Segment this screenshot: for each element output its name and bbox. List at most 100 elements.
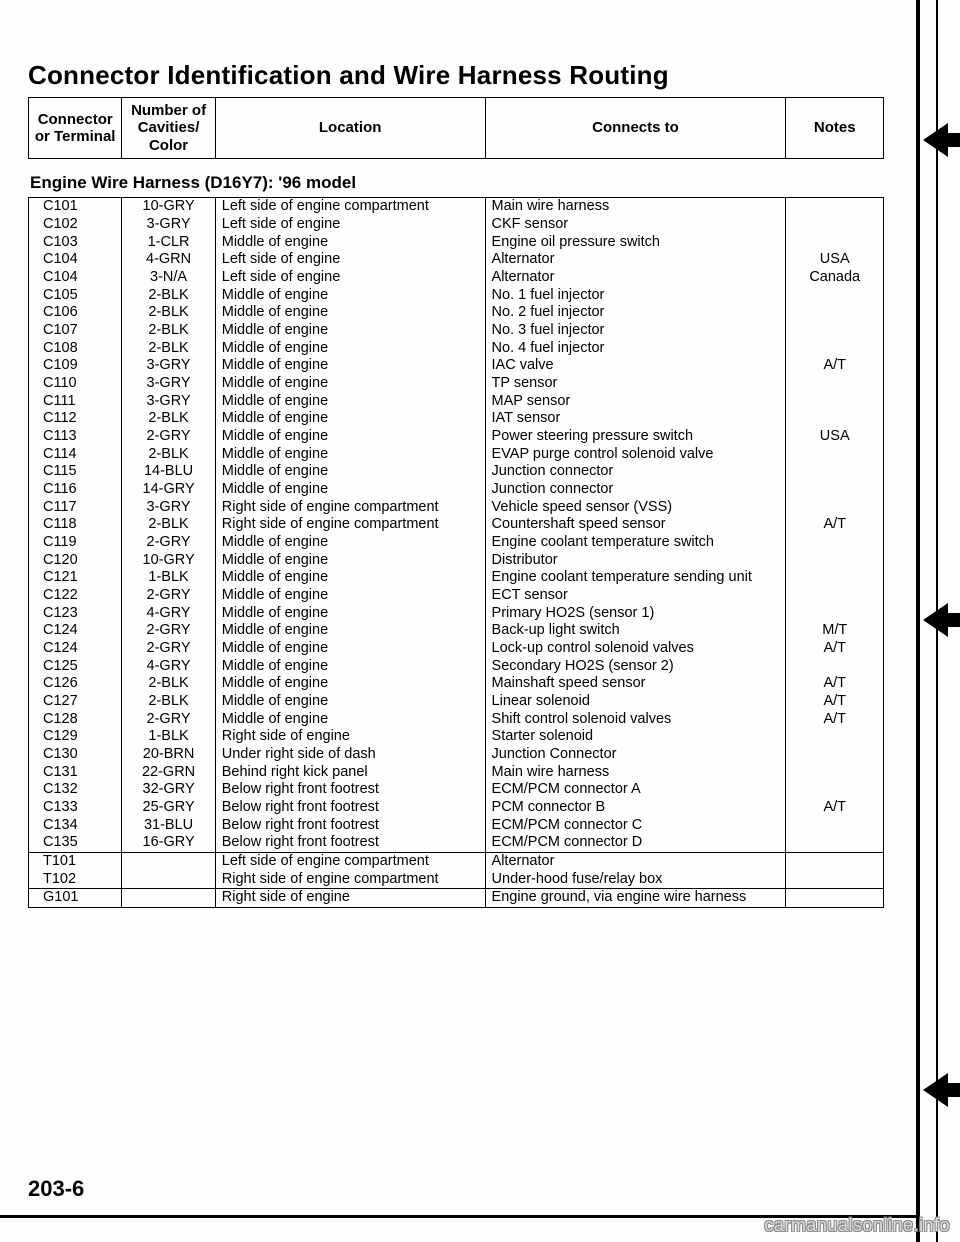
cell-c: C114 [29,445,122,463]
cell-to: TP sensor [485,374,786,392]
cell-c: C106 [29,304,122,322]
cell-c: C124 [29,622,122,640]
cell-n: 2-BLK [122,286,215,304]
cell-note: A/T [786,693,884,711]
cell-loc: Below right front footrest [215,834,485,852]
cell-to: IAC valve [485,357,786,375]
cell-c: C129 [29,728,122,746]
cell-c: C115 [29,463,122,481]
table-row: C1082-BLKMiddle of engineNo. 4 fuel inje… [29,339,884,357]
cell-n: 32-GRY [122,781,215,799]
cell-to: Power steering pressure switch [485,427,786,445]
cell-note [786,321,884,339]
cell-loc: Middle of engine [215,357,485,375]
arrow-tab-icon [920,120,960,160]
table-row: C1282-GRYMiddle of engineShift control s… [29,710,884,728]
cell-to: Main wire harness [485,763,786,781]
arrow-tab-icon [920,600,960,640]
cell-note [786,445,884,463]
cell-to: Alternator [485,251,786,269]
table-row: C13431-BLUBelow right front footrestECM/… [29,816,884,834]
cell-to: Engine coolant temperature sending unit [485,569,786,587]
cell-note [786,657,884,675]
table-row: C1192-GRYMiddle of engineEngine coolant … [29,534,884,552]
table-row: C1132-GRYMiddle of enginePower steering … [29,427,884,445]
cell-n: 2-GRY [122,710,215,728]
cell-to: Alternator [485,852,786,870]
cell-note [786,392,884,410]
cell-note [786,304,884,322]
cell-c: C132 [29,781,122,799]
cell-note: A/T [786,516,884,534]
cell-c: C120 [29,551,122,569]
cell-to: Shift control solenoid valves [485,710,786,728]
table-row: C11514-BLUMiddle of engineJunction conne… [29,463,884,481]
cell-n: 4-GRY [122,604,215,622]
cell-note: A/T [786,710,884,728]
cell-note: A/T [786,675,884,693]
table-row: C1103-GRYMiddle of engineTP sensor [29,374,884,392]
cell-n: 2-GRY [122,640,215,658]
cell-to: Under-hood fuse/relay box [485,870,786,888]
cell-loc: Middle of engine [215,640,485,658]
cell-c: C111 [29,392,122,410]
cell-n: 31-BLU [122,816,215,834]
cell-n: 4-GRY [122,657,215,675]
cell-loc: Middle of engine [215,374,485,392]
cell-note [786,551,884,569]
cell-note [786,870,884,888]
cell-n: 2-GRY [122,427,215,445]
cell-loc: Behind right kick panel [215,763,485,781]
cell-loc: Below right front footrest [215,799,485,817]
cell-n: 2-BLK [122,339,215,357]
cell-c: T101 [29,852,122,870]
cell-c: C105 [29,286,122,304]
cell-loc: Middle of engine [215,675,485,693]
cell-c: C118 [29,516,122,534]
table-row: C1122-BLKMiddle of engineIAT sensor [29,410,884,428]
cell-n: 14-GRY [122,481,215,499]
table-row: C12010-GRYMiddle of engineDistributor [29,551,884,569]
cell-loc: Middle of engine [215,657,485,675]
arrow-tab-icon [920,1070,960,1110]
cell-c: C112 [29,410,122,428]
cell-n: 2-GRY [122,587,215,605]
cell-loc: Right side of engine [215,888,485,907]
cell-c: C133 [29,799,122,817]
cell-loc: Middle of engine [215,587,485,605]
cell-c: C125 [29,657,122,675]
cell-loc: Middle of engine [215,481,485,499]
cell-to: Engine oil pressure switch [485,233,786,251]
cell-c: C103 [29,233,122,251]
cell-note [786,888,884,907]
cell-note [786,374,884,392]
cell-loc: Below right front footrest [215,816,485,834]
cell-n: 14-BLU [122,463,215,481]
cell-loc: Below right front footrest [215,781,485,799]
cell-n: 2-BLK [122,445,215,463]
cell-loc: Middle of engine [215,339,485,357]
cell-c: C104 [29,251,122,269]
table-row: C1142-BLKMiddle of engineEVAP purge cont… [29,445,884,463]
connector-table: C10110-GRYLeft side of engine compartmen… [28,197,884,908]
cell-n: 10-GRY [122,551,215,569]
cell-to: Mainshaft speed sensor [485,675,786,693]
cell-loc: Left side of engine compartment [215,852,485,870]
cell-to: Back-up light switch [485,622,786,640]
cell-n [122,888,215,907]
table-row: C1113-GRYMiddle of engineMAP sensor [29,392,884,410]
table-row: C1031-CLRMiddle of engineEngine oil pres… [29,233,884,251]
col-connects-to: Connects to [485,98,786,159]
table-row: C1062-BLKMiddle of engineNo. 2 fuel inje… [29,304,884,322]
cell-c: C116 [29,481,122,499]
cell-note [786,834,884,852]
cell-loc: Middle of engine [215,622,485,640]
cell-note: USA [786,427,884,445]
cell-n: 3-GRY [122,215,215,233]
cell-to: Junction connector [485,481,786,499]
cell-to: Junction Connector [485,746,786,764]
cell-c: C126 [29,675,122,693]
cell-c: C107 [29,321,122,339]
table-row: C13122-GRNBehind right kick panelMain wi… [29,763,884,781]
cell-n: 1-BLK [122,728,215,746]
